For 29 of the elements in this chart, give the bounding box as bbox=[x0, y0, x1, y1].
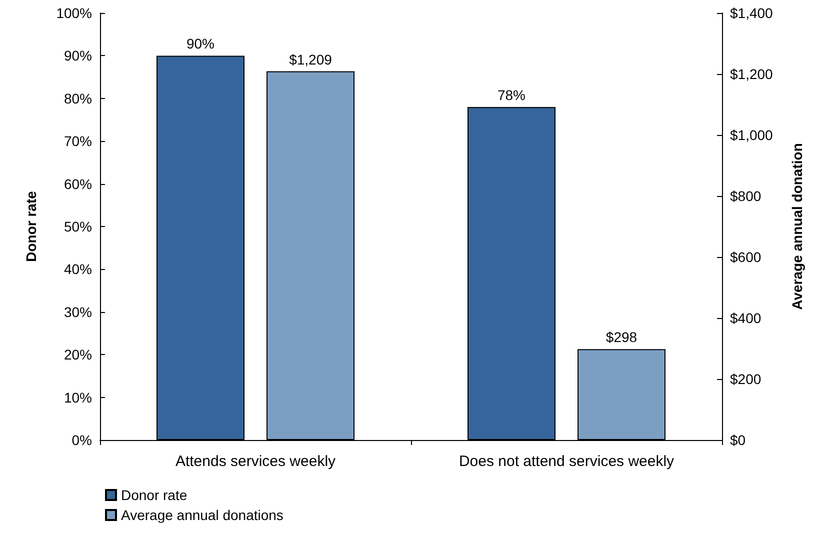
data-label: $1,209 bbox=[289, 51, 332, 68]
y-tick-label: 20% bbox=[64, 346, 92, 363]
y2-tick-label: $1,000 bbox=[730, 127, 774, 143]
data-label: 90% bbox=[186, 36, 215, 52]
x-tick-label: Attends services weekly bbox=[175, 453, 336, 470]
y2-tick-label: $600 bbox=[730, 249, 762, 265]
y2-tick-label: $800 bbox=[730, 188, 762, 204]
y-tick-label: 30% bbox=[64, 304, 92, 320]
y-axis-title: Donor rate bbox=[23, 190, 39, 262]
data-label: $298 bbox=[606, 329, 638, 346]
y2-tick-label: $0 bbox=[730, 432, 746, 448]
y2-tick-label: $1,200 bbox=[730, 66, 774, 82]
y-tick-label: 40% bbox=[64, 261, 92, 278]
legend-label: Donor rate bbox=[121, 487, 188, 503]
y-tick-label: 70% bbox=[64, 133, 92, 150]
y2-tick-label: $200 bbox=[730, 371, 762, 387]
data-label: 78% bbox=[497, 86, 526, 103]
y2-tick-label: $400 bbox=[730, 310, 762, 326]
y-tick-label: 0% bbox=[72, 432, 92, 448]
y-tick-label: 80% bbox=[64, 90, 92, 106]
y-tick-label: 50% bbox=[64, 218, 92, 234]
x-tick-label: Does not attend services weekly bbox=[458, 453, 675, 470]
y-tick-label: 100% bbox=[56, 5, 92, 21]
y2-axis-title: Average annual donation bbox=[789, 143, 805, 310]
y2-tick-label: $1,400 bbox=[730, 5, 774, 21]
y-tick-label: 10% bbox=[64, 389, 92, 406]
legend-label: Average annual donations bbox=[121, 507, 284, 523]
y-tick-label: 90% bbox=[64, 48, 92, 64]
y-tick-label: 60% bbox=[64, 176, 92, 192]
